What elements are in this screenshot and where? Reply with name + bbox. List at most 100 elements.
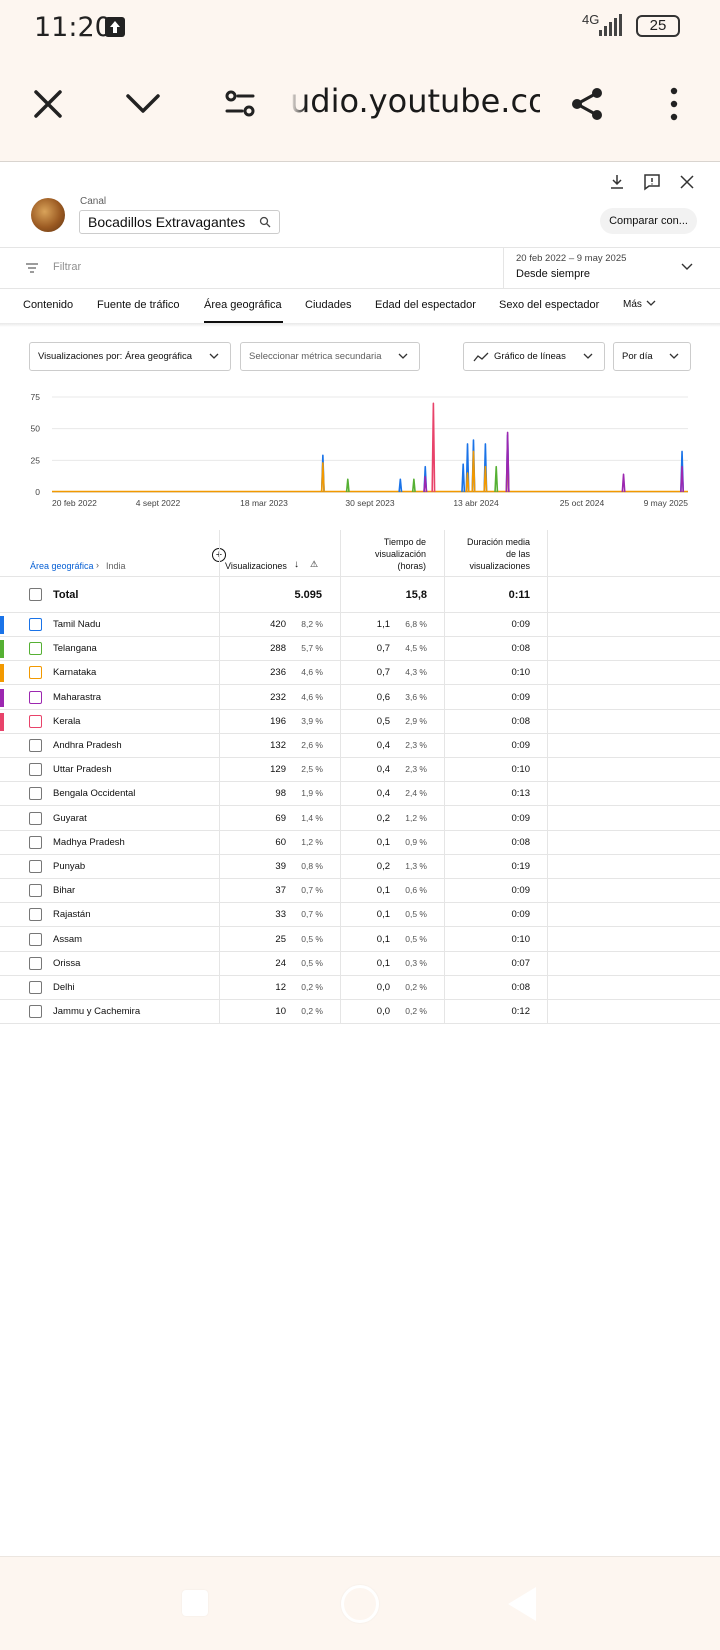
more-vert-icon[interactable]	[654, 84, 694, 124]
row-checkbox[interactable]	[29, 981, 42, 994]
granularity-dropdown[interactable]: Por día	[613, 342, 691, 371]
chevron-down-icon[interactable]	[123, 84, 163, 124]
y-tick-label: 50	[31, 424, 41, 434]
total-checkbox[interactable]	[29, 588, 42, 601]
table-row[interactable]: Andhra Pradesh 132 2,6 % 0,4 2,3 % 0:09	[0, 734, 720, 758]
watch-time-percent: 2,3 %	[405, 740, 427, 750]
compare-button[interactable]: Comparar con...	[600, 208, 697, 234]
avg-duration-value: 0:13	[511, 788, 531, 800]
feedback-icon[interactable]	[642, 172, 662, 192]
table-row[interactable]: Jammu y Cachemira 10 0,2 % 0,0 0,2 % 0:12	[0, 1000, 720, 1025]
avg-duration-value: 0:09	[511, 619, 531, 630]
views-value: 288	[270, 643, 286, 655]
row-checkbox[interactable]	[29, 884, 42, 898]
watch-time-value: 0,2	[376, 861, 390, 872]
row-checkbox[interactable]	[29, 714, 42, 728]
filter-icon[interactable]	[25, 262, 39, 274]
table-row[interactable]: Bihar 37 0,7 % 0,1 0,6 % 0:09	[0, 879, 720, 904]
series-spike	[398, 478, 403, 493]
table-row[interactable]: Delhi 12 0,2 % 0,0 0,2 % 0:08	[0, 976, 720, 1000]
recent-apps-button[interactable]	[182, 1590, 208, 1616]
row-checkbox[interactable]	[29, 1005, 42, 1019]
series-spike	[680, 465, 685, 493]
table-row[interactable]: Tamil Nadu 420 8,2 % 1,1 6,8 % 0:09	[0, 613, 720, 637]
series-spike	[423, 476, 428, 493]
views-percent: 5,7 %	[301, 643, 323, 654]
warning-icon[interactable]: ⚠	[310, 559, 319, 569]
granularity-label: Por día	[622, 351, 653, 362]
chevron-down-icon[interactable]	[680, 262, 694, 272]
row-checkbox[interactable]	[29, 666, 42, 680]
table-row[interactable]: Guyarat 69 1,4 % 0,2 1,2 % 0:09	[0, 807, 720, 831]
row-checkbox[interactable]	[29, 860, 42, 873]
region-name: Kerala	[53, 715, 81, 727]
views-percent: 0,8 %	[301, 861, 323, 871]
row-checkbox[interactable]	[29, 642, 42, 656]
tab-area-geografica[interactable]: Área geográfica	[204, 299, 282, 311]
line-chart-icon	[473, 352, 489, 362]
sort-desc-icon[interactable]: ↓	[294, 559, 299, 570]
row-checkbox[interactable]	[29, 932, 42, 946]
tab-contenido[interactable]: Contenido	[23, 299, 74, 311]
close-icon[interactable]	[28, 84, 68, 124]
table-row[interactable]: Rajastán 33 0,7 % 0,1 0,5 % 0:09	[0, 903, 720, 928]
column-views[interactable]: Visualizaciones	[225, 561, 287, 571]
date-range[interactable]: 20 feb 2022 – 9 may 2025	[516, 253, 627, 264]
url-field[interactable]: udio.youtube.com	[290, 82, 540, 126]
home-button[interactable]	[341, 1585, 379, 1623]
views-value: 420	[270, 619, 286, 630]
row-checkbox[interactable]	[29, 908, 42, 922]
table-row[interactable]: Madhya Pradesh 60 1,2 % 0,1 0,9 % 0:08	[0, 831, 720, 855]
row-checkbox[interactable]	[29, 835, 42, 849]
table-row[interactable]: Kerala 196 3,9 % 0,5 2,9 % 0:08	[0, 710, 720, 734]
row-checkbox[interactable]	[29, 956, 42, 970]
download-icon[interactable]	[607, 172, 627, 192]
views-percent: 1,9 %	[301, 788, 323, 799]
total-watch-time: 15,8	[405, 589, 427, 601]
back-button[interactable]	[508, 1587, 536, 1621]
column-avg-duration[interactable]: Duración media de las visualizaciones	[466, 537, 530, 571]
row-checkbox[interactable]	[29, 618, 42, 631]
tune-icon[interactable]	[220, 84, 260, 124]
tab-fuente-trafico[interactable]: Fuente de tráfico	[97, 299, 180, 311]
row-checkbox[interactable]	[29, 811, 42, 825]
watch-time-percent: 2,4 %	[405, 788, 427, 799]
views-percent: 1,4 %	[301, 812, 323, 823]
dismiss-icon[interactable]	[677, 172, 697, 192]
views-percent: 2,5 %	[301, 764, 323, 775]
channel-selector[interactable]: Bocadillos Extravagantes	[79, 210, 280, 234]
row-checkbox[interactable]	[29, 690, 42, 704]
breadcrumb-geo[interactable]: Área geográfica	[30, 561, 94, 571]
column-divider	[547, 530, 548, 1023]
row-checkbox[interactable]	[29, 787, 42, 801]
tab-sexo[interactable]: Sexo del espectador	[499, 299, 600, 311]
avg-duration-value: 0:07	[511, 957, 531, 969]
table-row[interactable]: Assam 25 0,5 % 0,1 0,5 % 0:10	[0, 928, 720, 952]
share-icon[interactable]	[567, 84, 607, 124]
views-percent: 0,2 %	[301, 1006, 323, 1017]
table-row[interactable]: Maharastra 232 4,6 % 0,6 3,6 % 0:09	[0, 686, 720, 710]
table-row[interactable]: Punyab 39 0,8 % 0,2 1,3 % 0:19	[0, 855, 720, 879]
table-row[interactable]: Bengala Occidental 98 1,9 % 0,4 2,4 % 0:13	[0, 782, 720, 807]
tab-ciudades[interactable]: Ciudades	[305, 299, 352, 311]
column-watch-time[interactable]: Tiempo de visualización (horas)	[374, 537, 426, 571]
watch-time-value: 0,0	[376, 982, 390, 993]
table-row[interactable]: Orissa 24 0,5 % 0,1 0,3 % 0:07	[0, 952, 720, 976]
secondary-metric-dropdown[interactable]: Seleccionar métrica secundaria	[240, 342, 420, 371]
date-preset[interactable]: Desde siempre	[516, 268, 590, 280]
row-checkbox[interactable]	[29, 739, 42, 752]
filter-input[interactable]: Filtrar	[53, 261, 82, 273]
tab-mas[interactable]: Más	[623, 299, 657, 310]
table-row[interactable]: Telangana 288 5,7 % 0,7 4,5 % 0:08	[0, 637, 720, 662]
table-row[interactable]: Karnataka 236 4,6 % 0,7 4,3 % 0:10	[0, 661, 720, 686]
views-value: 69	[275, 812, 286, 824]
chart-type-dropdown[interactable]: Gráfico de líneas	[463, 342, 605, 371]
region-name: Guyarat	[53, 812, 87, 824]
row-checkbox[interactable]	[29, 763, 42, 777]
metric-dropdown[interactable]: Visualizaciones por: Área geográfica	[29, 342, 231, 371]
tab-edad[interactable]: Edad del espectador	[375, 299, 476, 311]
chevron-down-icon	[583, 353, 593, 359]
series-spike	[345, 478, 350, 493]
table-row[interactable]: Uttar Pradesh 129 2,5 % 0,4 2,3 % 0:10	[0, 758, 720, 783]
region-name: Punyab	[53, 861, 86, 872]
